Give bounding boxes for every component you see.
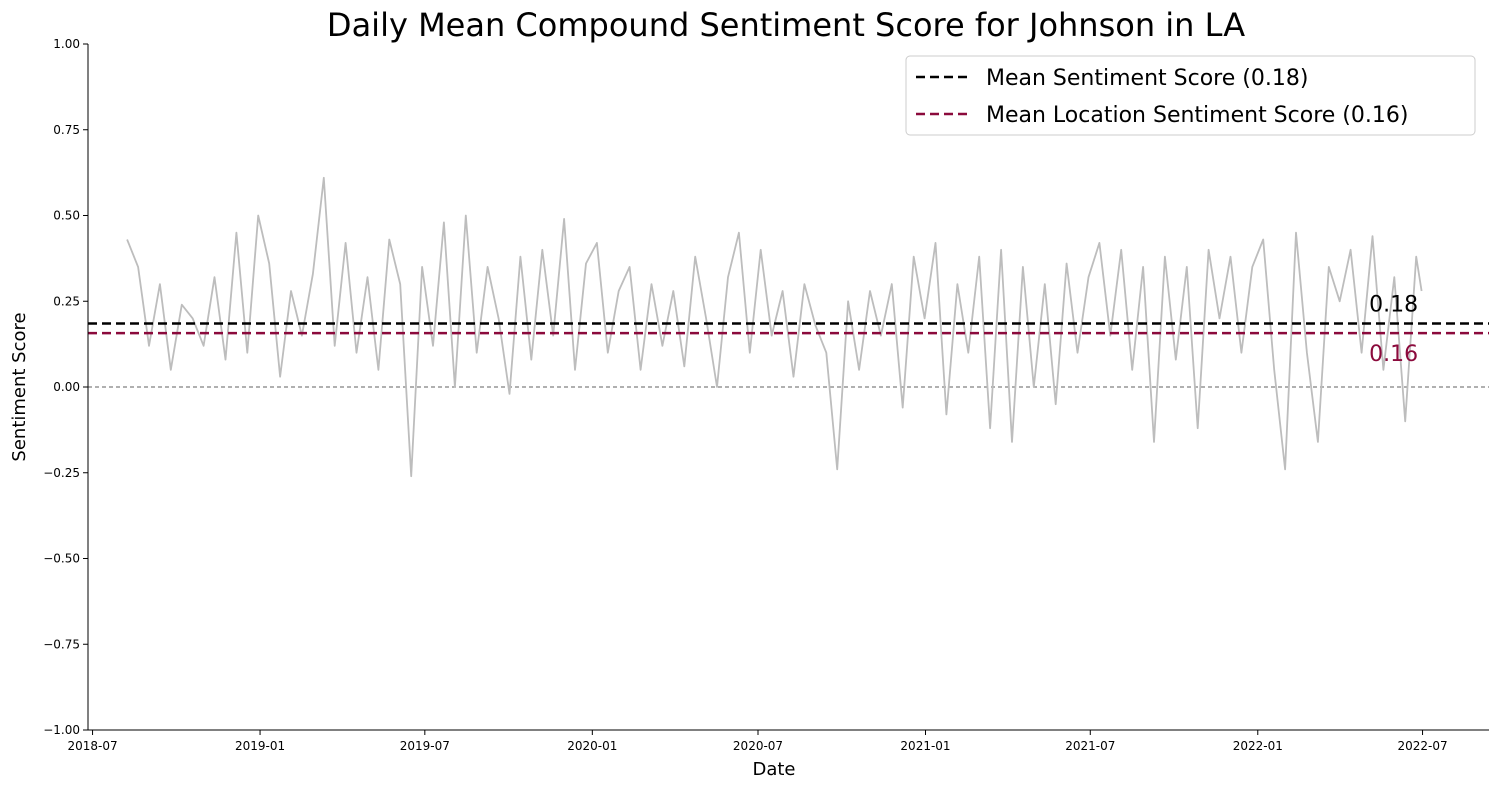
y-tick-label: 0.00 bbox=[53, 380, 80, 394]
x-tick-label: 2018-07 bbox=[67, 739, 117, 753]
y-tick-label: 1.00 bbox=[53, 37, 80, 51]
chart-title: Daily Mean Compound Sentiment Score for … bbox=[327, 6, 1245, 44]
y-tick-label: 0.25 bbox=[53, 294, 80, 308]
daily-sentiment-series-line bbox=[126, 176, 1423, 478]
x-tick-label: 2021-07 bbox=[1065, 739, 1115, 753]
y-tick-label: −0.75 bbox=[43, 637, 80, 651]
mean-sentiment-annotation: 0.18 bbox=[1369, 293, 1418, 318]
y-ticks: 1.00 0.75 0.50 0.25 0.00 −0.25 −0.50 −0.75 −1.00 bbox=[43, 37, 88, 737]
y-tick-label: −0.25 bbox=[43, 466, 80, 480]
legend-entry-mean: Mean Sentiment Score (0.18) bbox=[986, 66, 1308, 91]
x-tick-label: 2019-01 bbox=[235, 739, 285, 753]
y-tick-label: −1.00 bbox=[43, 723, 80, 737]
legend-box bbox=[905, 55, 1476, 136]
plot-area: 0.18 0.16 bbox=[88, 176, 1489, 478]
y-axis-label: Sentiment Score bbox=[9, 312, 30, 461]
x-tick-label: 2020-07 bbox=[733, 739, 783, 753]
mean-location-sentiment-annotation: 0.16 bbox=[1369, 342, 1418, 367]
x-tick-label: 2020-01 bbox=[567, 739, 617, 753]
x-tick-label: 2022-01 bbox=[1233, 739, 1283, 753]
y-tick-label: 0.75 bbox=[53, 123, 80, 137]
x-tick-label: 2021-01 bbox=[900, 739, 950, 753]
x-ticks: 2018-07 2019-01 2019-07 2020-01 2020-07 2021-… bbox=[67, 730, 1448, 753]
legend-entry-location-mean: Mean Location Sentiment Score (0.16) bbox=[986, 103, 1408, 128]
y-tick-label: −0.50 bbox=[43, 552, 80, 566]
x-tick-label: 2019-07 bbox=[400, 739, 450, 753]
axes: 1.00 0.75 0.50 0.25 0.00 −0.25 −0.50 −0.75 −1.00… bbox=[43, 37, 1489, 753]
y-tick-label: 0.50 bbox=[53, 209, 80, 223]
x-tick-label: 2022-07 bbox=[1397, 739, 1447, 753]
x-axis-label: Date bbox=[752, 759, 795, 780]
legend: Mean Sentiment Score (0.18) Mean Locatio… bbox=[905, 55, 1476, 136]
